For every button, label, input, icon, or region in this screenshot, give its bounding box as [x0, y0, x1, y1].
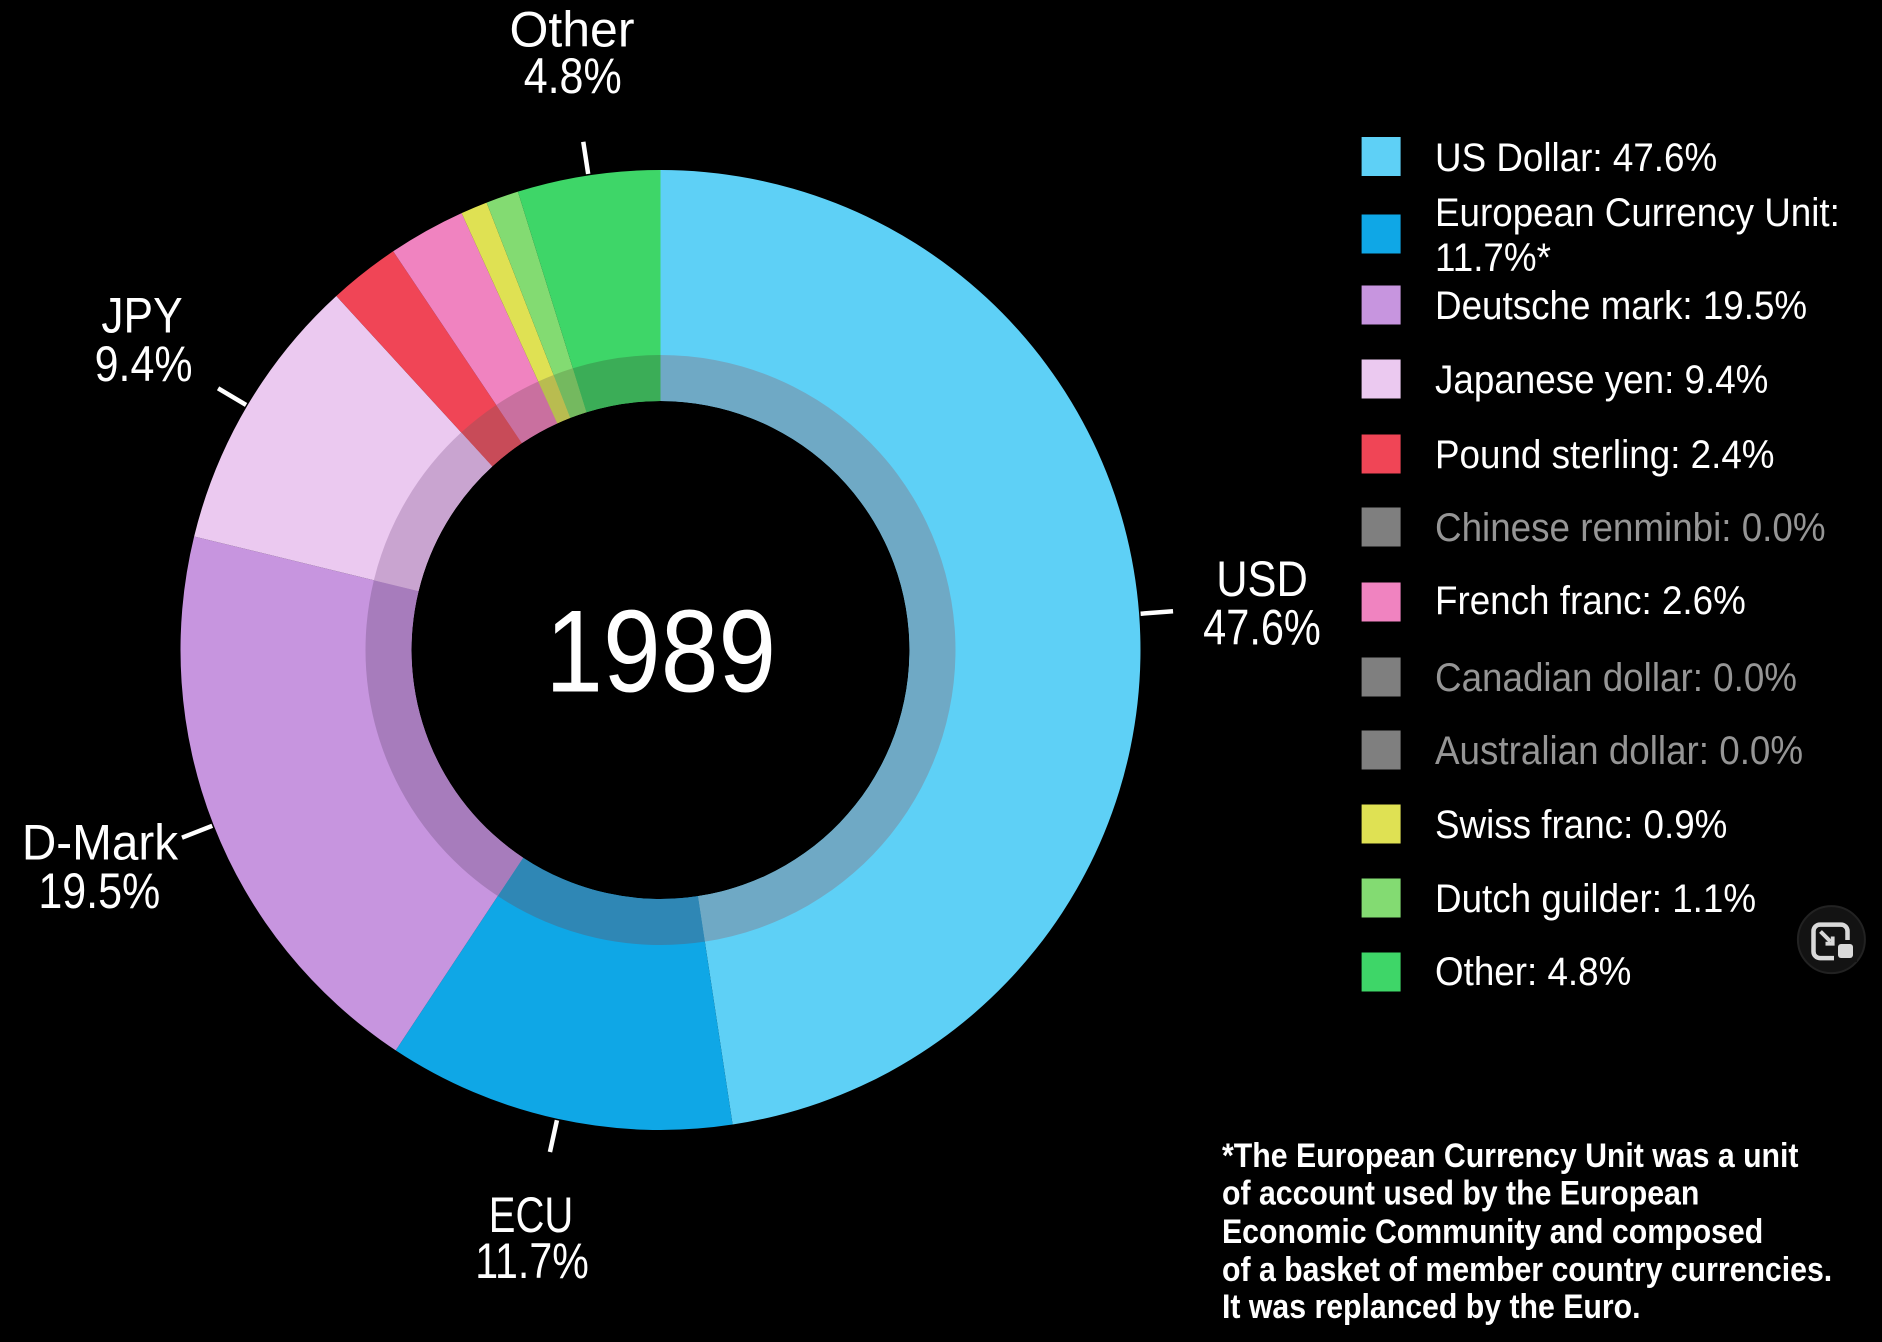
svg-text:Japanese yen: 9.4%: Japanese yen: 9.4% — [1435, 358, 1768, 403]
svg-text:*The European Currency Unit wa: *The European Currency Unit was a unit — [1222, 1136, 1799, 1174]
svg-text:Other: Other — [509, 2, 634, 58]
svg-text:4.8%: 4.8% — [524, 48, 622, 104]
svg-text:1989: 1989 — [545, 587, 776, 717]
svg-text:Pound sterling: 2.4%: Pound sterling: 2.4% — [1435, 433, 1774, 478]
svg-text:Canadian dollar: 0.0%: Canadian dollar: 0.0% — [1435, 656, 1797, 701]
svg-text:JPY: JPY — [101, 288, 182, 344]
svg-text:47.6%: 47.6% — [1203, 599, 1321, 656]
svg-text:European Currency Unit:: European Currency Unit: — [1435, 191, 1840, 236]
svg-text:French franc: 2.6%: French franc: 2.6% — [1435, 579, 1746, 624]
svg-text:USD: USD — [1216, 551, 1308, 607]
svg-text:It was replanced by the Euro.: It was replanced by the Euro. — [1222, 1287, 1641, 1325]
svg-text:D-Mark: D-Mark — [22, 815, 179, 870]
svg-text:11.7%: 11.7% — [475, 1233, 589, 1289]
svg-text:Economic Community and compose: Economic Community and composed — [1222, 1212, 1763, 1250]
svg-text:of account used by the Europea: of account used by the European — [1222, 1174, 1699, 1212]
svg-text:Australian dollar: 0.0%: Australian dollar: 0.0% — [1435, 729, 1803, 774]
svg-text:9.4%: 9.4% — [95, 336, 193, 392]
svg-text:11.7%*: 11.7%* — [1435, 236, 1551, 281]
svg-text:Dutch guilder: 1.1%: Dutch guilder: 1.1% — [1435, 877, 1756, 922]
svg-text:19.5%: 19.5% — [38, 863, 160, 919]
svg-text:ECU: ECU — [489, 1187, 573, 1243]
svg-text:Deutsche mark: 19.5%: Deutsche mark: 19.5% — [1435, 284, 1807, 329]
svg-text:Swiss franc: 0.9%: Swiss franc: 0.9% — [1435, 803, 1727, 848]
svg-text:Chinese renminbi: 0.0%: Chinese renminbi: 0.0% — [1435, 506, 1826, 551]
svg-text:Other: 4.8%: Other: 4.8% — [1435, 950, 1631, 995]
svg-text:US Dollar: 47.6%: US Dollar: 47.6% — [1435, 136, 1717, 181]
svg-text:of a basket of member country: of a basket of member country currencies… — [1222, 1250, 1832, 1288]
